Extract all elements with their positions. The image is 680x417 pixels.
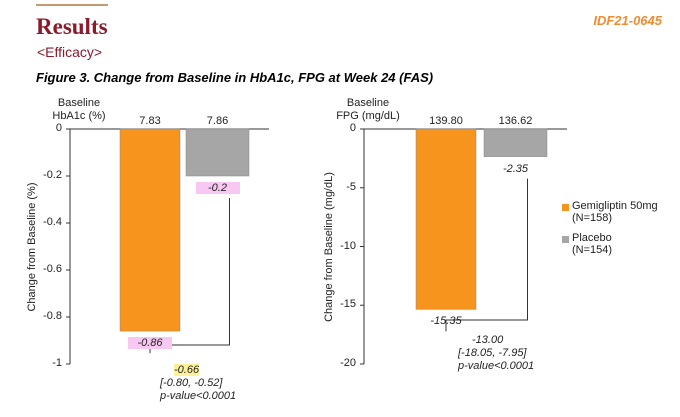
fpg-baseline-label: Baseline — [346, 97, 390, 109]
fpg-baseline-value: 139.80 — [429, 115, 463, 127]
legend-n-gemigliptin: (N=158) — [572, 212, 613, 224]
legend-swatch-placebo — [562, 236, 569, 243]
fpg-baseline-unit: FPG (mg/dL) — [336, 110, 400, 122]
fpg-ytick-label: -15 — [340, 298, 356, 311]
legend-swatch-gemigliptin — [562, 204, 569, 211]
fpg-ytick-label: 0 — [349, 122, 356, 134]
hba1c-difference-ci: [-0.80, -0.52] — [160, 377, 223, 389]
hba1c-bar-placebo — [185, 128, 250, 177]
legend-item-gemigliptin: Gemigliptin 50mg (N=158) — [572, 200, 658, 224]
figure-caption: Figure 3. Change from Baseline in HbA1c,… — [36, 70, 434, 85]
hba1c-ytick-label: -0.4 — [43, 216, 62, 228]
fpg-baseline-value: 136.62 — [498, 115, 533, 127]
hba1c-ytick-label: 0 — [55, 122, 62, 134]
fpg-ytick-label: -5 — [346, 180, 356, 193]
hba1c-baseline-value: 7.86 — [206, 115, 229, 127]
hba1c-ytick-label: -0.2 — [43, 169, 62, 181]
hba1c-ytick-label: -0.8 — [43, 310, 62, 322]
legend-n-placebo: (N=154) — [572, 244, 613, 256]
legend-label-placebo: Placebo — [572, 232, 612, 244]
fpg-difference-p: p-value<0.0001 — [458, 360, 535, 372]
hba1c-ytick-label: -0.6 — [43, 263, 62, 275]
hba1c-bar-gemigliptin — [119, 128, 181, 332]
fpg-y-axis-label: Change from Baseline (mg/dL) — [323, 171, 335, 322]
fpg-value-label: -2.35 — [502, 162, 529, 175]
fpg-bar-gemigliptin — [415, 128, 477, 310]
hba1c-difference-value: -0.66 — [174, 364, 200, 376]
abstract-code: IDF21-0645 — [593, 13, 662, 28]
fpg-value-label: -15.35 — [430, 315, 462, 328]
hba1c-ytick-label: -1 — [52, 357, 62, 369]
legend-label-gemigliptin: Gemigliptin 50mg — [572, 200, 658, 212]
hba1c-baseline-label: Baseline — [57, 97, 101, 109]
legend-item-placebo: Placebo (N=154) — [572, 232, 612, 256]
fpg-bar-placebo — [483, 128, 548, 157]
hba1c-y-axis-label: Change from Baseline (%) — [26, 182, 38, 312]
fpg-difference-ci: [-18.05, -7.95] — [458, 347, 527, 359]
fpg-ytick-label: -20 — [340, 357, 356, 369]
hba1c-value-label: -0.86 — [128, 337, 172, 350]
hba1c-value-label: -0.2 — [195, 182, 240, 194]
hba1c-baseline-unit: HbA1c (%) — [52, 110, 106, 122]
fpg-difference-bracket — [445, 178, 528, 332]
fpg-difference-value: -13.00 — [472, 334, 504, 346]
title-accent-line — [36, 4, 108, 6]
hba1c-baseline-value: 7.83 — [139, 115, 161, 127]
fpg-ytick-label: -10 — [340, 239, 356, 252]
hba1c-difference-p: p-value<0.0001 — [160, 390, 237, 402]
page-title: Results — [36, 14, 108, 39]
page-subtitle: <Efficacy> — [37, 44, 103, 60]
